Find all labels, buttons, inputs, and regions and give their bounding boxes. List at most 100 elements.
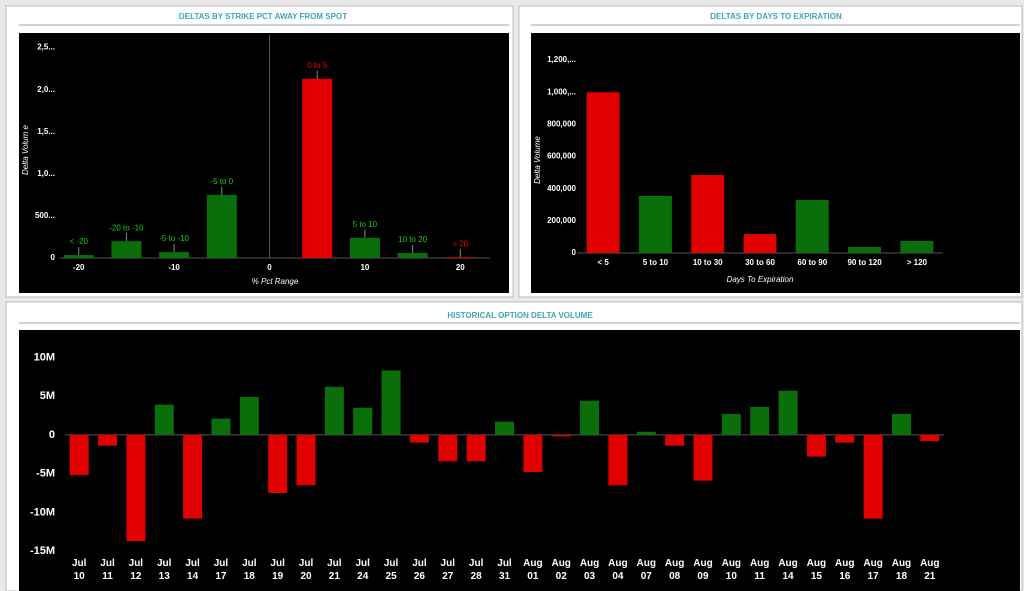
x-tick-label: Aug 09 bbox=[693, 558, 713, 582]
bar bbox=[183, 434, 203, 519]
bar bbox=[691, 175, 725, 253]
bar-label: -20 to -10 bbox=[109, 223, 144, 232]
bar bbox=[806, 434, 826, 457]
y-tick-label: 10M bbox=[34, 351, 55, 363]
x-tick-label: Jul 11 bbox=[100, 558, 115, 582]
bar bbox=[445, 257, 476, 258]
x-tick-label: Jul 14 bbox=[185, 558, 200, 582]
bar bbox=[98, 434, 118, 446]
bar bbox=[638, 195, 672, 253]
bar bbox=[891, 413, 911, 435]
bar bbox=[268, 434, 288, 493]
bar bbox=[397, 252, 428, 258]
bar bbox=[63, 255, 94, 258]
y-tick-label: 1,5... bbox=[37, 127, 55, 136]
y-tick-label: -10M bbox=[30, 506, 55, 518]
bar bbox=[69, 434, 89, 476]
chart-title: HISTORICAL OPTION DELTA VOLUME bbox=[447, 311, 593, 320]
x-tick-label: Aug 04 bbox=[608, 558, 628, 582]
bar bbox=[586, 92, 620, 253]
x-tick-label: Jul 28 bbox=[468, 558, 484, 582]
bar bbox=[920, 434, 940, 442]
bar-label: 10 to 20 bbox=[398, 235, 427, 244]
x-tick-label: 60 to 90 bbox=[797, 258, 827, 267]
x-axis-title: Days To Expiration bbox=[727, 275, 794, 284]
x-tick-label: Jul 24 bbox=[355, 558, 370, 582]
bar bbox=[126, 434, 146, 542]
y-tick-label: -15M bbox=[30, 545, 55, 557]
y-tick-label: 200,000 bbox=[547, 216, 576, 225]
x-tick-label: Jul 26 bbox=[412, 558, 427, 582]
chart-title: DELTAS BY STRIKE PCT AWAY FROM SPOT bbox=[179, 12, 347, 21]
bar bbox=[636, 431, 656, 435]
bar bbox=[302, 78, 333, 259]
y-axis-title: Delta Volume bbox=[533, 136, 542, 184]
x-tick-label: < 5 bbox=[597, 258, 609, 267]
bar bbox=[409, 434, 429, 443]
x-tick-label: Aug 16 bbox=[835, 558, 855, 582]
bar bbox=[863, 434, 883, 519]
x-tick-label: Jul 18 bbox=[242, 558, 257, 582]
x-tick-label: Aug 11 bbox=[749, 558, 770, 582]
x-tick-label: Aug 07 bbox=[636, 558, 656, 582]
y-tick-label: 5M bbox=[40, 390, 55, 402]
x-tick-label: Aug 08 bbox=[664, 558, 685, 582]
y-tick-label: 400,000 bbox=[547, 184, 576, 193]
bar bbox=[693, 434, 713, 481]
bar-label: -5 to -10 bbox=[159, 234, 189, 243]
x-tick-label: 0 bbox=[267, 263, 272, 272]
y-axis-title: Delta Volum e bbox=[21, 124, 30, 175]
bar bbox=[551, 434, 571, 437]
bar bbox=[353, 407, 373, 435]
bar bbox=[296, 434, 316, 486]
x-tick-label: Jul 19 bbox=[270, 558, 285, 582]
x-tick-label: -20 bbox=[73, 263, 85, 272]
x-tick-label: 20 bbox=[456, 263, 465, 272]
bar bbox=[111, 241, 142, 258]
x-tick-label: 90 to 120 bbox=[847, 258, 882, 267]
y-tick-label: 500... bbox=[35, 211, 55, 220]
x-tick-label: Aug 01 bbox=[523, 558, 543, 582]
bar-label: < -20 bbox=[69, 237, 88, 246]
bar bbox=[750, 406, 770, 435]
x-tick-label: Aug 14 bbox=[778, 558, 798, 582]
x-tick-label: Aug 10 bbox=[721, 558, 742, 582]
x-tick-label: 30 to 60 bbox=[745, 258, 775, 267]
bar bbox=[900, 240, 934, 253]
y-tick-label: 0 bbox=[51, 253, 56, 262]
bar bbox=[466, 434, 486, 462]
x-tick-label: Jul 12 bbox=[128, 558, 144, 582]
x-tick-label: Jul 27 bbox=[440, 558, 455, 582]
x-tick-label: > 120 bbox=[907, 258, 928, 267]
y-tick-label: 1,000,... bbox=[547, 87, 576, 96]
bar bbox=[495, 421, 514, 435]
x-tick-label: 5 to 10 bbox=[643, 258, 669, 267]
bar bbox=[211, 418, 231, 435]
bar bbox=[239, 396, 259, 435]
bar-label: 0 to 5 bbox=[307, 61, 328, 70]
x-tick-label: Jul 20 bbox=[298, 558, 314, 582]
x-tick-label: Jul 31 bbox=[497, 558, 512, 582]
x-tick-label: -10 bbox=[168, 263, 180, 272]
bar bbox=[523, 434, 543, 473]
bar bbox=[159, 252, 190, 258]
bar bbox=[721, 413, 741, 435]
bar-label: -5 to 0 bbox=[210, 177, 233, 186]
x-tick-label: Aug 15 bbox=[806, 558, 827, 582]
bar bbox=[848, 247, 882, 253]
y-tick-label: 0 bbox=[572, 248, 577, 257]
bar bbox=[206, 194, 237, 258]
bar bbox=[795, 199, 829, 253]
x-tick-label: Aug 18 bbox=[891, 558, 912, 582]
x-tick-label: Aug 03 bbox=[579, 558, 600, 582]
x-tick-label: 10 bbox=[360, 263, 369, 272]
x-tick-label: Aug 17 bbox=[863, 558, 883, 582]
x-tick-label: 10 to 30 bbox=[693, 258, 723, 267]
y-tick-label: 600,000 bbox=[547, 152, 576, 161]
bar-label: > 20 bbox=[452, 239, 468, 248]
x-tick-label: Jul 21 bbox=[327, 558, 342, 582]
y-tick-label: 2,0... bbox=[37, 85, 55, 94]
x-tick-label: Aug 02 bbox=[551, 558, 571, 582]
